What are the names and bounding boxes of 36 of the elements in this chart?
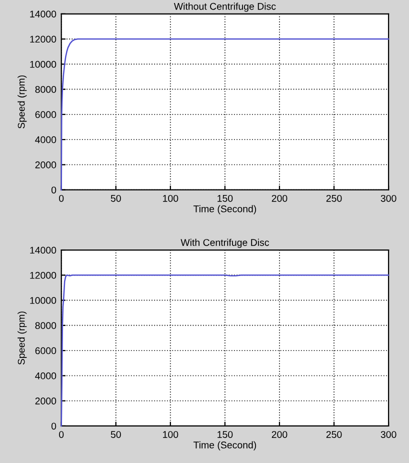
x-tick-label: 50 — [110, 431, 121, 438]
x-tick-label: 250 — [326, 194, 342, 202]
y-tick-label: 6000 — [35, 111, 56, 118]
x-tick-label: 300 — [380, 194, 396, 202]
y-tick-label: 12000 — [30, 36, 56, 43]
y-tick-label: 12000 — [30, 272, 56, 279]
x-tick-label: 150 — [218, 431, 233, 438]
y-tick-label: 0 — [51, 422, 56, 430]
x-tick-label: 250 — [326, 431, 342, 438]
y-tick-label: 10000 — [30, 60, 56, 68]
x-tick-label: 150 — [218, 194, 233, 202]
y-tick-label: 2000 — [35, 398, 56, 404]
x-tick-label: 200 — [272, 194, 288, 202]
y-tick-label: 10000 — [30, 297, 56, 304]
y-tick-label: 8000 — [35, 322, 56, 330]
x-tick-label: 50 — [110, 194, 121, 202]
y-tick-label: 14000 — [30, 10, 56, 18]
x-tick-label: 0 — [59, 431, 64, 438]
y-tick-label: 4000 — [35, 136, 56, 144]
x-axis-title: Time (Second) — [193, 441, 256, 450]
x-tick-label: 200 — [272, 431, 288, 438]
y-axis-title: Speed (rpm) — [18, 312, 27, 365]
y-tick-label: 2000 — [35, 161, 56, 168]
chart-title: With Centrifuge Disc — [180, 238, 269, 248]
x-tick-label: 100 — [163, 431, 178, 438]
y-tick-label: 8000 — [35, 86, 56, 93]
chart-title: Without Centrifuge Disc — [174, 2, 276, 12]
y-tick-label: 4000 — [35, 372, 56, 380]
y-tick-label: 0 — [51, 186, 56, 194]
x-tick-label: 0 — [59, 194, 64, 202]
x-tick-label: 100 — [163, 194, 178, 202]
y-tick-label: 14000 — [30, 246, 56, 254]
x-tick-label: 300 — [380, 431, 396, 438]
x-axis-title: Time (Second) — [193, 205, 256, 214]
y-axis-title: Speed (rpm) — [18, 75, 27, 128]
y-tick-label: 6000 — [35, 347, 56, 354]
